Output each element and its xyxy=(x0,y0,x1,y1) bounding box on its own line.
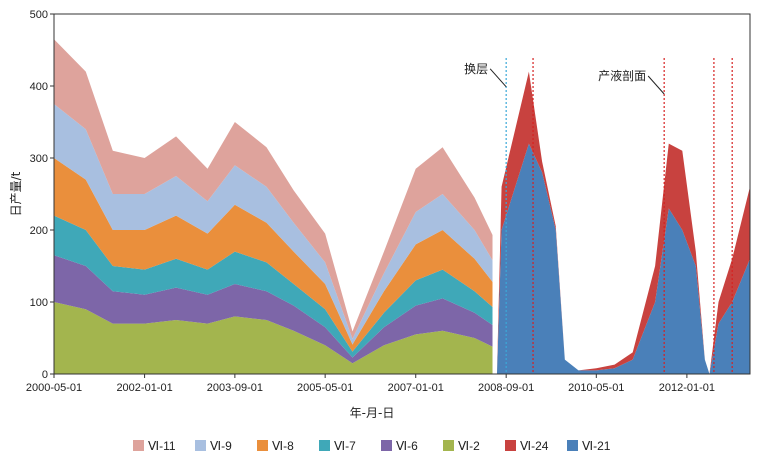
x-axis: 2000-05-01 2002-01-01 2003-09-01 2005-05-01… xyxy=(26,374,715,394)
annotations: 换层 产液剖面 xyxy=(464,62,665,95)
area-vi-11 xyxy=(54,39,493,339)
area-vi-2 xyxy=(54,302,493,374)
legend-label: Ⅵ-21 xyxy=(582,439,611,453)
y-axis: 0 100 200 300 400 500 xyxy=(30,9,54,381)
annotation-leader xyxy=(647,75,665,95)
y-tick-label: 500 xyxy=(30,9,48,21)
legend-swatch xyxy=(257,440,268,451)
legend-label: Ⅵ-11 xyxy=(148,439,176,453)
x-tick-label: 2005-05-01 xyxy=(297,382,353,394)
legend-swatch xyxy=(319,440,330,451)
area-layers xyxy=(54,39,750,374)
x-tick-label: 2012-01-01 xyxy=(659,382,715,394)
x-tick-label: 2003-09-01 xyxy=(207,382,263,394)
x-tick-label: 2002-01-01 xyxy=(116,382,172,394)
area-vi-21 xyxy=(496,143,750,374)
legend-swatch xyxy=(443,440,454,451)
legend: Ⅵ-11 Ⅵ-9 Ⅵ-8 Ⅵ-7 Ⅵ-6 Ⅵ-2 Ⅵ-24 Ⅵ-21 xyxy=(133,439,611,453)
area-vi-8 xyxy=(54,158,493,352)
legend-label: Ⅵ-9 xyxy=(210,439,232,453)
x-axis-title: 年-月-日 xyxy=(350,406,395,420)
y-tick-label: 400 xyxy=(30,81,48,93)
y-tick-label: 300 xyxy=(30,153,48,165)
annotation-label: 换层 xyxy=(464,62,488,76)
legend-swatch xyxy=(505,440,516,451)
legend-label: Ⅵ-24 xyxy=(520,439,549,453)
legend-label: Ⅵ-6 xyxy=(396,439,418,453)
event-lines xyxy=(505,58,733,374)
legend-label: Ⅵ-8 xyxy=(272,439,294,453)
legend-label: Ⅵ-2 xyxy=(458,439,480,453)
area-vi-7 xyxy=(54,215,493,358)
area-vi-9 xyxy=(54,104,493,345)
area-vi-6 xyxy=(54,255,493,364)
y-tick-label: 100 xyxy=(30,297,48,309)
legend-swatch xyxy=(195,440,206,451)
y-tick-label: 200 xyxy=(30,225,48,237)
legend-swatch xyxy=(133,440,144,451)
y-tick-label: 0 xyxy=(42,369,48,381)
x-tick-label: 2010-05-01 xyxy=(568,382,624,394)
area-vi-24 xyxy=(496,71,750,374)
plot-frame xyxy=(53,13,751,375)
legend-label: Ⅵ-7 xyxy=(334,439,356,453)
x-tick-label: 2007-01-01 xyxy=(388,382,444,394)
x-tick-label: 2000-05-01 xyxy=(26,382,82,394)
legend-swatch xyxy=(567,440,578,451)
legend-swatch xyxy=(381,440,392,451)
x-tick-label: 2008-09-01 xyxy=(478,382,534,394)
annotation-leader xyxy=(489,68,507,88)
annotation-label: 产液剖面 xyxy=(598,68,646,83)
y-axis-title: 日产量/t xyxy=(9,171,23,216)
